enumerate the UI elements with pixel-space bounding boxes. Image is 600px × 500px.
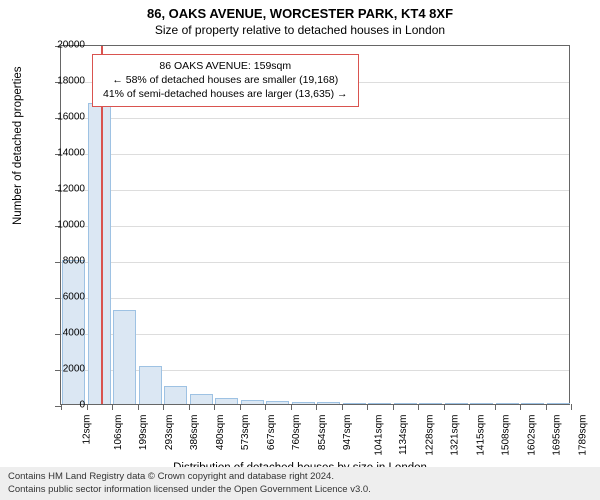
y-tick-label: 8000: [63, 256, 85, 267]
gridline: [61, 262, 569, 263]
gridline: [61, 370, 569, 371]
y-tick: [55, 370, 61, 371]
x-tick-label: 1134sqm: [398, 415, 409, 455]
annotation-box: 86 OAKS AVENUE: 159sqm← 58% of detached …: [92, 54, 359, 107]
x-tick-label: 667sqm: [266, 415, 277, 451]
chart-title: 86, OAKS AVENUE, WORCESTER PARK, KT4 8XF: [0, 6, 600, 21]
y-tick-label: 18000: [57, 76, 85, 87]
x-tick: [87, 404, 88, 410]
histogram-bar: [215, 398, 238, 404]
x-tick: [418, 404, 419, 410]
y-tick-label: 0: [79, 400, 85, 411]
x-tick: [240, 404, 241, 410]
y-axis-label: Number of detached properties: [12, 66, 24, 225]
y-tick-label: 2000: [63, 364, 85, 375]
x-tick: [342, 404, 343, 410]
x-tick-label: 1228sqm: [424, 415, 435, 456]
x-tick: [546, 404, 547, 410]
histogram-bar: [113, 310, 136, 404]
x-tick-label: 1321sqm: [450, 415, 461, 456]
histogram-bar: [547, 403, 570, 404]
histogram-bar: [394, 403, 417, 404]
x-tick-label: 760sqm: [291, 415, 302, 451]
histogram-bar: [139, 366, 162, 404]
x-tick-label: 293sqm: [164, 415, 175, 451]
y-tick-label: 16000: [57, 112, 85, 123]
y-tick: [55, 262, 61, 263]
gridline: [61, 154, 569, 155]
y-tick: [55, 298, 61, 299]
histogram-bar: [241, 400, 264, 404]
histogram-bar: [266, 401, 289, 404]
histogram-bar: [470, 403, 493, 404]
chart-title-block: 86, OAKS AVENUE, WORCESTER PARK, KT4 8XF…: [0, 0, 600, 37]
histogram-bar: [190, 394, 213, 404]
gridline: [61, 298, 569, 299]
y-tick-label: 4000: [63, 328, 85, 339]
histogram-bar: [164, 386, 187, 404]
x-tick: [571, 404, 572, 410]
y-tick-label: 6000: [63, 292, 85, 303]
histogram-bar: [88, 103, 111, 404]
x-tick-label: 1508sqm: [501, 415, 512, 456]
footer-line-2: Contains public sector information licen…: [8, 484, 592, 496]
y-tick: [55, 334, 61, 335]
x-tick-label: 106sqm: [113, 415, 124, 451]
y-tick-label: 14000: [57, 148, 85, 159]
x-tick-label: 1695sqm: [552, 415, 563, 456]
histogram-bar: [317, 402, 340, 404]
x-tick: [112, 404, 113, 410]
histogram-bar: [521, 403, 544, 404]
annotation-line-1: 86 OAKS AVENUE: 159sqm: [103, 59, 348, 73]
footer-attribution: Contains HM Land Registry data © Crown c…: [0, 467, 600, 500]
x-tick: [469, 404, 470, 410]
x-tick: [214, 404, 215, 410]
annotation-line-2: ← 58% of detached houses are smaller (19…: [103, 73, 348, 87]
x-tick: [189, 404, 190, 410]
chart-subtitle: Size of property relative to detached ho…: [0, 23, 600, 37]
x-tick-label: 947sqm: [342, 415, 353, 451]
x-tick-label: 1415sqm: [475, 415, 486, 456]
x-tick: [316, 404, 317, 410]
x-tick-label: 480sqm: [215, 415, 226, 451]
histogram-bar: [445, 403, 468, 404]
histogram-bar: [368, 403, 391, 404]
gridline: [61, 226, 569, 227]
x-tick: [495, 404, 496, 410]
histogram-bar: [419, 403, 442, 404]
x-tick-label: 1789sqm: [577, 415, 588, 456]
x-tick-label: 1041sqm: [373, 415, 384, 456]
annotation-line-3: 41% of semi-detached houses are larger (…: [103, 87, 348, 101]
x-tick: [138, 404, 139, 410]
x-tick: [163, 404, 164, 410]
x-tick-label: 854sqm: [317, 415, 328, 451]
x-tick-label: 573sqm: [240, 415, 251, 451]
x-tick-label: 1602sqm: [526, 415, 537, 456]
x-tick: [520, 404, 521, 410]
gridline: [61, 190, 569, 191]
gridline: [61, 118, 569, 119]
footer-line-1: Contains HM Land Registry data © Crown c…: [8, 471, 592, 483]
x-tick: [265, 404, 266, 410]
x-tick: [393, 404, 394, 410]
y-tick-label: 10000: [57, 220, 85, 231]
y-tick-label: 12000: [57, 184, 85, 195]
x-tick: [291, 404, 292, 410]
x-tick: [444, 404, 445, 410]
x-tick-label: 199sqm: [138, 415, 149, 451]
histogram-bar: [292, 402, 315, 404]
x-tick: [61, 404, 62, 410]
y-tick-label: 20000: [57, 40, 85, 51]
x-tick-label: 12sqm: [82, 415, 93, 445]
histogram-bar: [496, 403, 519, 404]
x-tick-label: 386sqm: [189, 415, 200, 451]
gridline: [61, 334, 569, 335]
histogram-bar: [343, 403, 366, 404]
x-tick: [367, 404, 368, 410]
